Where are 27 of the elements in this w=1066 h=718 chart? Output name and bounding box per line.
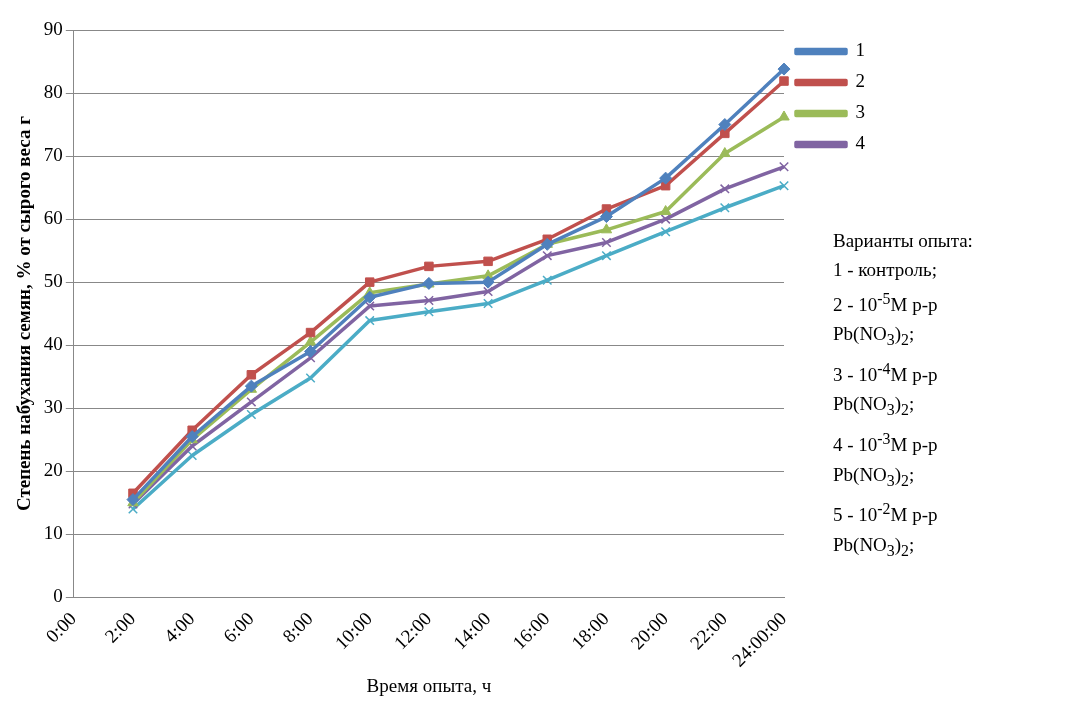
x-tick-label: 8:00 bbox=[278, 607, 317, 647]
text: 5 - 10$^{-2}$M р-р Pb(NO$_{3}$)$_{2}$; bbox=[833, 499, 939, 561]
text: Варианты опыта: bbox=[833, 229, 974, 253]
y-tick-label: 0 bbox=[53, 585, 63, 607]
y-tick-label: 40 bbox=[43, 333, 63, 355]
text: 2 - 10$^{-5}$M р-р Pb(NO$_{3}$)$_{2}$; bbox=[833, 289, 939, 351]
y-tick-label: 70 bbox=[43, 144, 63, 166]
y-tick-label: 60 bbox=[43, 207, 63, 229]
y-tick-label: 20 bbox=[43, 459, 63, 481]
x-tick-label: 4:00 bbox=[159, 607, 199, 647]
legend-label: 3 bbox=[855, 101, 865, 123]
y-tick-label: 80 bbox=[43, 81, 63, 103]
text: 3 - 10$^{-4}$M р-р Pb(NO$_{3}$)$_{2}$; bbox=[833, 359, 939, 421]
y-tick-label: 50 bbox=[43, 270, 63, 292]
legend-label: 1 bbox=[855, 39, 865, 61]
x-tick-label: 2:00 bbox=[100, 607, 140, 647]
legend-label: 2 bbox=[855, 70, 865, 92]
x-tick-label: 0:00 bbox=[41, 607, 81, 647]
y-tick-label: 30 bbox=[43, 396, 63, 418]
y-axis-title: Степень набухания семян, % от сырого веса г bbox=[13, 115, 35, 512]
x-axis-title: Время опыта, ч bbox=[366, 674, 492, 696]
y-tick-label: 10 bbox=[43, 522, 63, 544]
y-tick-label: 90 bbox=[43, 17, 63, 39]
text: 1 - контроль; bbox=[833, 258, 938, 282]
text: 4 - 10$^{-3}$M р-р Pb(NO$_{3}$)$_{2}$; bbox=[833, 429, 939, 491]
legend-label: 4 bbox=[855, 132, 866, 154]
x-tick-label: 6:00 bbox=[218, 607, 258, 647]
